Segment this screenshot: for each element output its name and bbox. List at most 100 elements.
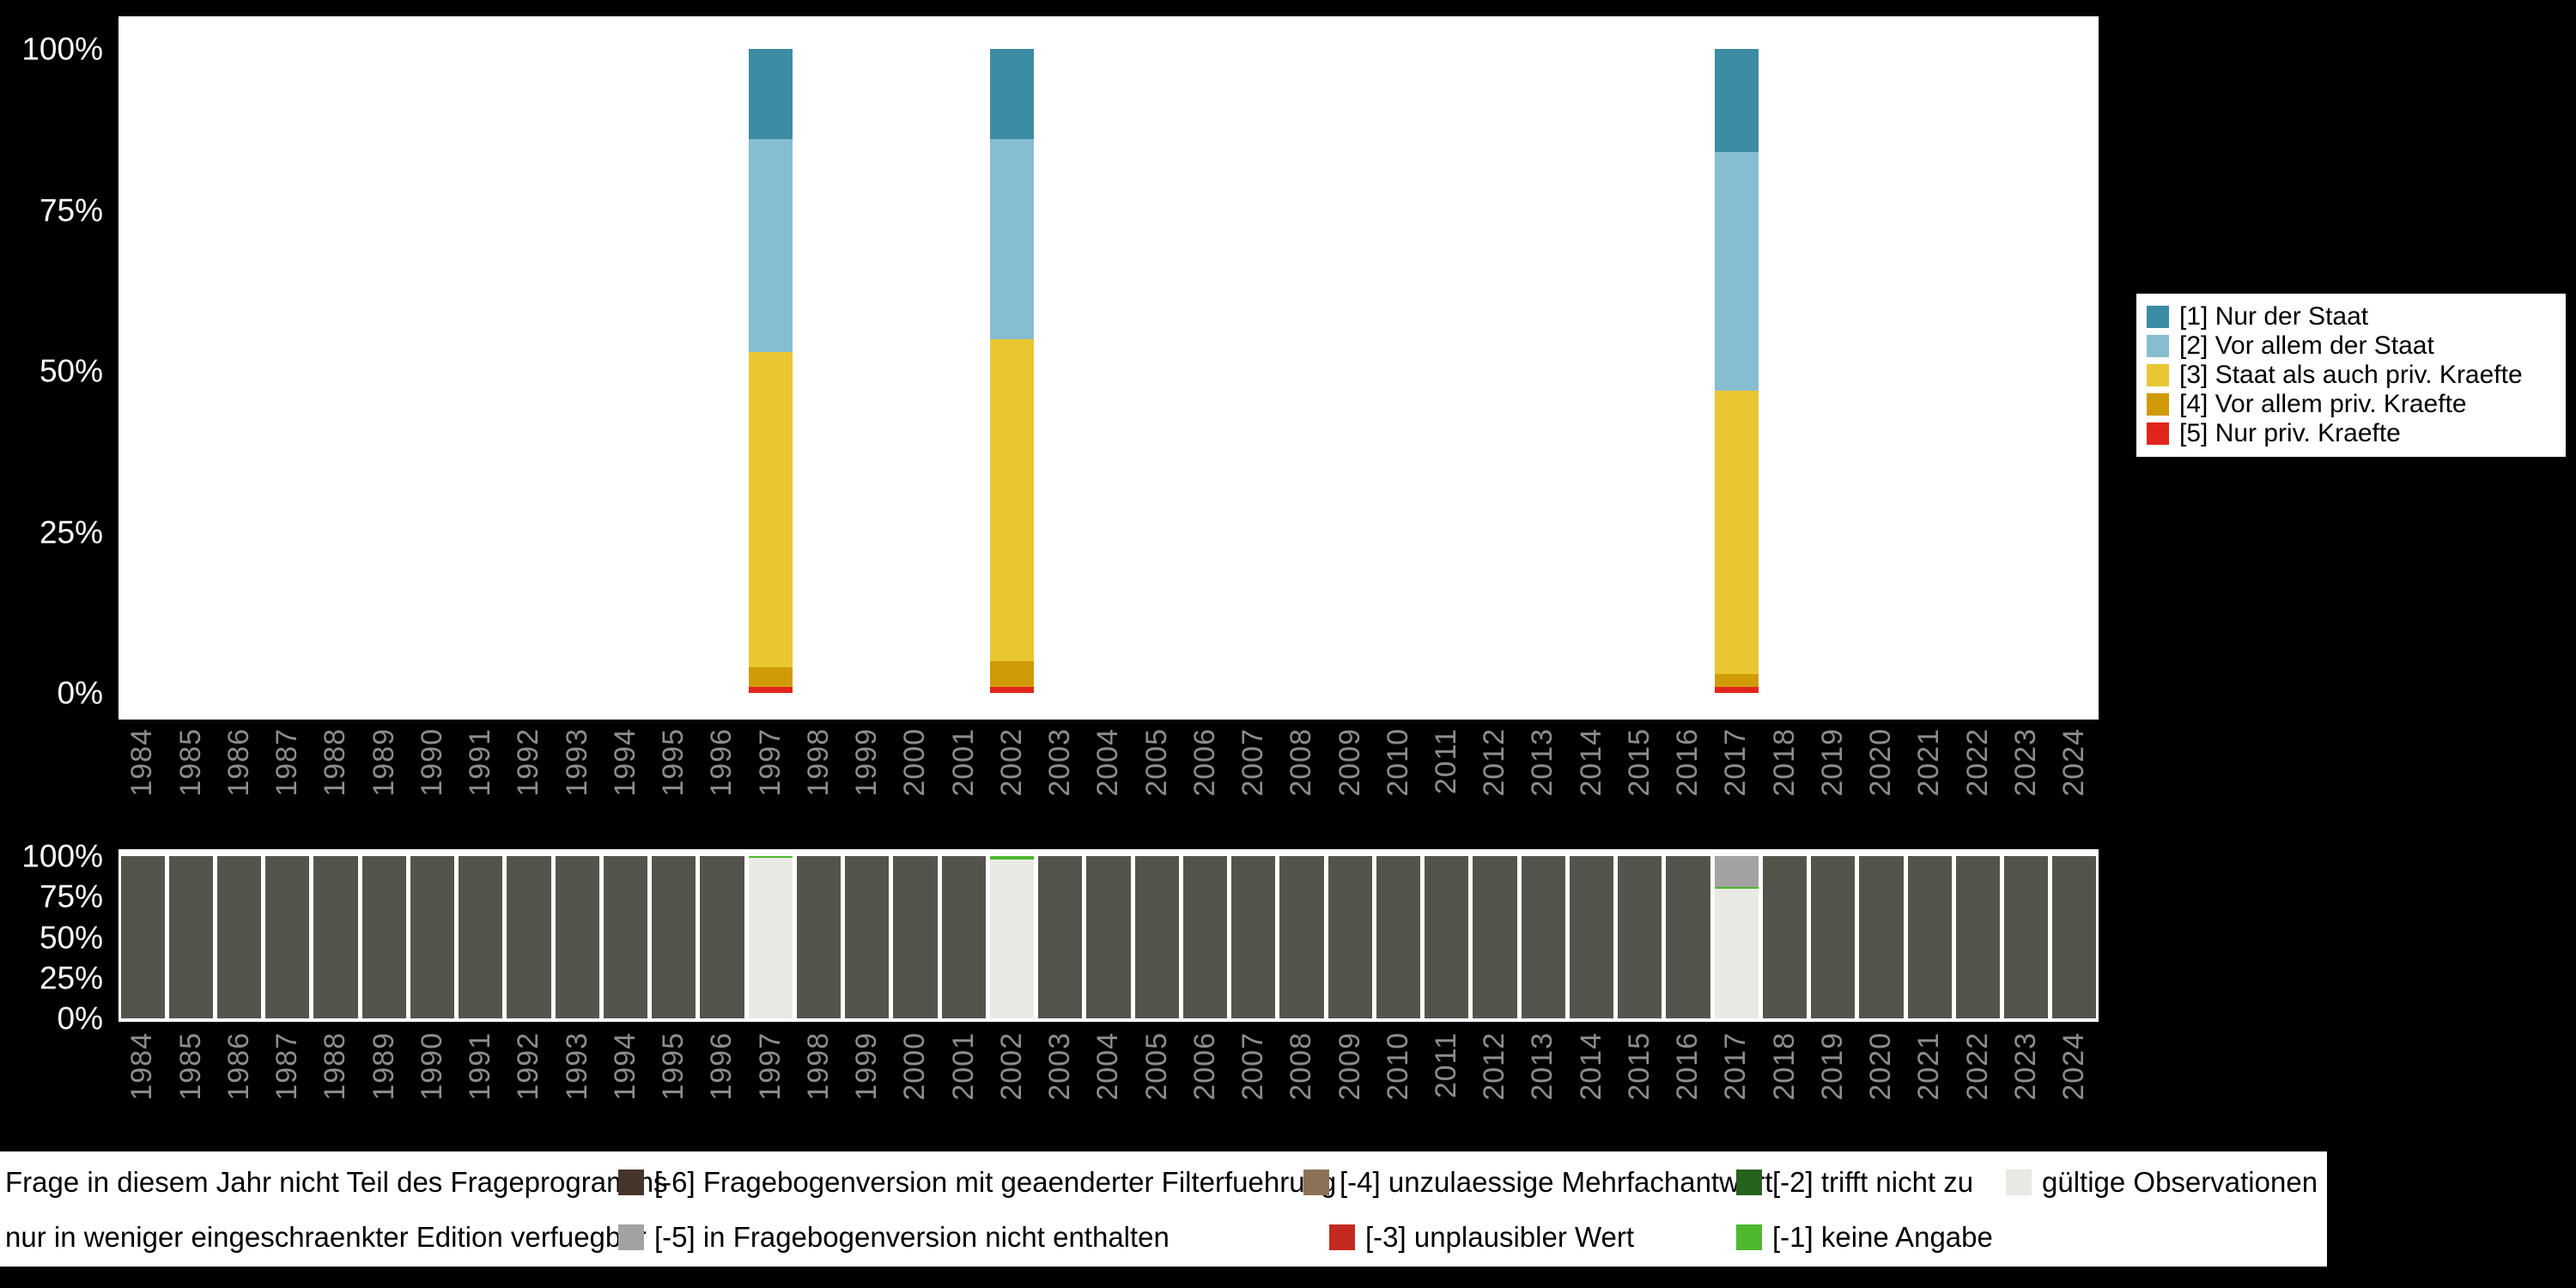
x-tick-year-label: 1998 xyxy=(801,728,835,797)
x-tick-year-label: 2006 xyxy=(1188,1032,1221,1101)
missing-legend-item: Frage in diesem Jahr nicht Teil des Frag… xyxy=(5,1163,668,1201)
x-tick-year-label: 1993 xyxy=(560,1032,593,1101)
x-tick-year-label: 2004 xyxy=(1091,1032,1125,1101)
x-tick-year-label: 2011 xyxy=(1430,1032,1462,1099)
x-tick-year-label: 1999 xyxy=(850,728,884,797)
missing-legend-item-label: [-6] Fragebogenversion mit geaenderter F… xyxy=(654,1166,1337,1198)
x-tick-year-label: 1994 xyxy=(608,728,641,797)
y-tick-label: 50% xyxy=(39,920,103,955)
missing-legend-row-1: Frage in diesem Jahr nicht Teil des Frag… xyxy=(0,1163,2327,1201)
x-tick-year-label: 1986 xyxy=(222,1032,255,1101)
x-tick-year-label: 2018 xyxy=(1767,1032,1801,1101)
x-tick-year-label: 1995 xyxy=(657,1032,690,1101)
missing-bar-segment xyxy=(1086,856,1131,1018)
stacked-bar-segment xyxy=(989,139,1035,339)
stacked-bar-segment xyxy=(1714,390,1759,674)
x-tick-year-label: 1990 xyxy=(415,1032,448,1101)
missing-bar-segment xyxy=(1955,856,2000,1018)
x-tick-year-label: 2000 xyxy=(898,728,932,797)
x-tick-year-label: 2014 xyxy=(1574,728,1607,797)
missing-legend-item-label: [-1] keine Angabe xyxy=(1772,1221,1993,1253)
missing-bar-segment xyxy=(168,856,213,1018)
missing-chart-plot xyxy=(118,849,2099,1022)
missing-bar-segment xyxy=(1762,856,1807,1018)
x-tick-year-label: 2024 xyxy=(2057,1032,2091,1101)
legend-item-label: [1] Nur der Staat xyxy=(2179,302,2369,331)
missing-legend-color-swatch xyxy=(1736,1170,1762,1195)
x-tick-year-label: 2020 xyxy=(1864,728,1898,797)
missing-legend-item-label: [-4] unzulaessige Mehrfachantwort xyxy=(1340,1166,1773,1198)
x-tick-year-label: 1992 xyxy=(512,1032,545,1101)
x-tick-year-label: 1993 xyxy=(560,728,593,797)
missing-bar-segment xyxy=(1376,856,1421,1018)
y-tick-label: 100% xyxy=(21,838,103,874)
y-tick-label: 25% xyxy=(39,514,103,550)
missing-bar-segment xyxy=(555,856,599,1018)
missing-bar-segment xyxy=(1231,856,1276,1018)
stacked-bar-segment xyxy=(989,660,1035,687)
missing-legend-color-swatch xyxy=(618,1224,644,1250)
x-tick-year-label: 1985 xyxy=(173,728,207,797)
missing-bar-segment xyxy=(1327,856,1372,1018)
x-tick-year-label: 2020 xyxy=(1864,1032,1898,1101)
missing-bar-segment xyxy=(2004,856,2049,1018)
missing-bar-segment xyxy=(748,857,793,1018)
missing-legend-row-2: nur in weniger eingeschraenkter Edition … xyxy=(0,1218,2327,1256)
missing-legend-item: [-4] unzulaessige Mehrfachantwort xyxy=(1303,1163,1772,1201)
missing-legend-item-label: nur in weniger eingeschraenkter Edition … xyxy=(5,1221,647,1253)
missing-legend-item-label: [-2] trifft nicht zu xyxy=(1772,1166,1974,1198)
missing-legend-item: [-6] Fragebogenversion mit geaenderter F… xyxy=(618,1163,1336,1201)
x-tick-year-label: 2008 xyxy=(1285,728,1318,797)
x-tick-year-label: 1997 xyxy=(753,728,787,797)
missing-values-legend: Frage in diesem Jahr nicht Teil des Frag… xyxy=(0,1151,2327,1267)
legend-item-label: [5] Nur priv. Kraefte xyxy=(2179,419,2401,447)
x-tick-year-label: 2016 xyxy=(1671,1032,1704,1101)
missing-legend-item: gültige Observationen xyxy=(2006,1163,2318,1201)
x-tick-year-label: 2014 xyxy=(1574,1032,1607,1101)
x-tick-year-label: 2010 xyxy=(1381,1032,1414,1101)
stacked-bar-segment xyxy=(989,49,1035,139)
missing-bar-segment xyxy=(845,856,890,1018)
missing-bar-segment xyxy=(1425,856,1469,1018)
missing-bar-segment xyxy=(1182,856,1228,1018)
legend-item-label: [4] Vor allem priv. Kraefte xyxy=(2179,390,2467,418)
missing-bar-segment xyxy=(700,856,744,1018)
x-tick-year-label: 1985 xyxy=(173,1032,207,1101)
x-tick-year-label: 2007 xyxy=(1236,728,1270,797)
x-tick-year-label: 2012 xyxy=(1478,1032,1511,1101)
missing-bar-segment xyxy=(1038,856,1083,1018)
main-chart-y-axis: 100% 75% 50% 25% 0% xyxy=(0,16,110,720)
stacked-bar-segment xyxy=(1714,152,1759,391)
x-tick-year-label: 1999 xyxy=(850,1032,884,1101)
x-tick-year-label: 1988 xyxy=(319,1032,352,1101)
x-tick-year-label: 2018 xyxy=(1767,728,1801,797)
missing-chart-y-axis: 100% 75% 50% 25% 0% xyxy=(0,841,110,1035)
y-tick-label: 25% xyxy=(39,960,103,996)
legend-color-swatch xyxy=(2147,335,2169,357)
main-chart-x-axis: 1984 1985 1986 1987 1988 1989 1990 1991 1992 1993… xyxy=(118,728,2099,838)
x-tick-year-label: 1998 xyxy=(801,1032,835,1101)
x-tick-year-label: 1990 xyxy=(415,728,448,797)
missing-legend-color-swatch xyxy=(1329,1224,1355,1250)
y-tick-label: 50% xyxy=(39,353,103,389)
x-tick-year-label: 2009 xyxy=(1333,728,1366,797)
legend-item-label: [3] Staat als auch priv. Kraefte xyxy=(2179,361,2523,389)
x-tick-year-label: 1997 xyxy=(753,1032,787,1101)
missing-bar-segment xyxy=(1134,856,1179,1018)
x-tick-year-label: 1988 xyxy=(319,728,352,797)
x-tick-year-label: 1992 xyxy=(512,728,545,797)
x-tick-year-label: 2008 xyxy=(1285,1032,1318,1101)
missing-bar-segment xyxy=(313,856,358,1018)
missing-legend-item-label: [-5] in Fragebogenversion nicht enthalte… xyxy=(654,1221,1170,1253)
x-tick-year-label: 2010 xyxy=(1381,728,1414,797)
y-tick-label: 75% xyxy=(39,192,103,228)
missing-bar-segment xyxy=(796,856,841,1018)
stacked-bar-segment xyxy=(989,686,1035,693)
x-tick-year-label: 1989 xyxy=(367,1032,400,1101)
missing-bar-segment xyxy=(361,856,406,1018)
x-tick-year-label: 1996 xyxy=(705,728,738,797)
missing-bar-segment xyxy=(459,856,503,1018)
x-tick-year-label: 1994 xyxy=(608,1032,641,1101)
missing-bar-segment xyxy=(410,856,455,1018)
x-tick-year-label: 2011 xyxy=(1430,728,1462,795)
